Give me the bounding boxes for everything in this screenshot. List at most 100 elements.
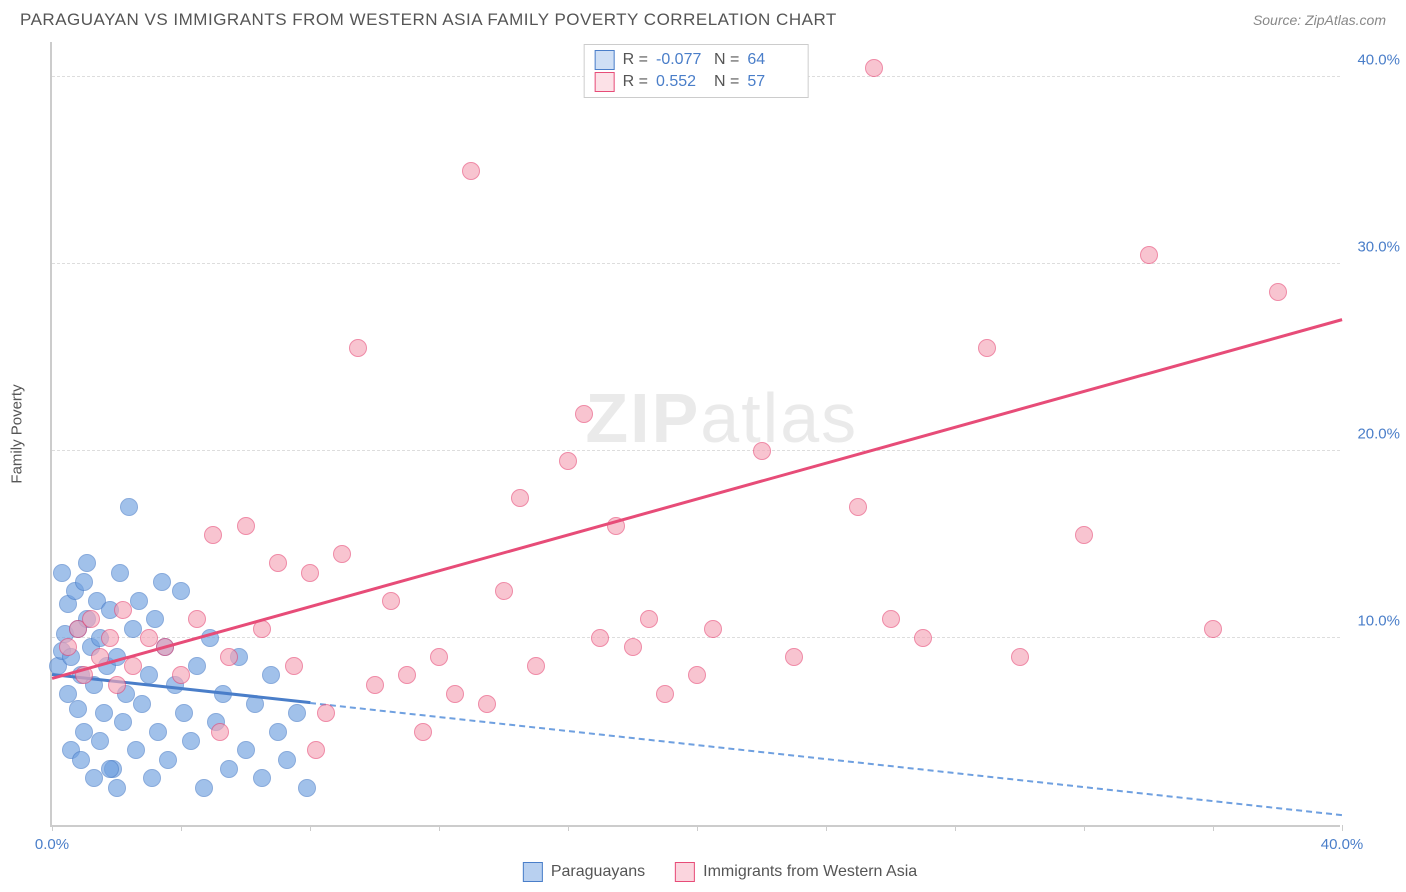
- r-value: -0.077: [656, 51, 706, 69]
- data-point: [101, 629, 119, 647]
- source-attribution: Source: ZipAtlas.com: [1253, 12, 1386, 28]
- data-point: [1011, 648, 1029, 666]
- data-point: [146, 610, 164, 628]
- data-point: [656, 685, 674, 703]
- r-value: 0.552: [656, 73, 706, 91]
- data-point: [301, 564, 319, 582]
- data-point: [575, 405, 593, 423]
- data-point: [1140, 246, 1158, 264]
- chart-title: PARAGUAYAN VS IMMIGRANTS FROM WESTERN AS…: [20, 10, 837, 30]
- data-point: [704, 620, 722, 638]
- data-point: [124, 620, 142, 638]
- data-point: [285, 657, 303, 675]
- legend-item: Paraguayans: [523, 862, 645, 882]
- series-legend: Paraguayans Immigrants from Western Asia: [523, 862, 917, 882]
- n-value: 64: [747, 51, 797, 69]
- data-point: [640, 610, 658, 628]
- x-tick-label: 0.0%: [35, 836, 69, 853]
- data-point: [114, 601, 132, 619]
- data-point: [382, 592, 400, 610]
- data-point: [130, 592, 148, 610]
- grid-line: [52, 450, 1340, 451]
- n-label: N =: [714, 51, 739, 69]
- data-point: [366, 676, 384, 694]
- data-point: [59, 638, 77, 656]
- legend-swatch: [523, 862, 543, 882]
- data-point: [149, 723, 167, 741]
- data-point: [559, 452, 577, 470]
- data-point: [237, 741, 255, 759]
- data-point: [175, 704, 193, 722]
- data-point: [278, 751, 296, 769]
- data-point: [120, 498, 138, 516]
- data-point: [298, 779, 316, 797]
- x-tick: [310, 825, 311, 831]
- data-point: [288, 704, 306, 722]
- data-point: [317, 704, 335, 722]
- x-tick: [181, 825, 182, 831]
- legend-item: Immigrants from Western Asia: [675, 862, 917, 882]
- data-point: [591, 629, 609, 647]
- x-tick: [955, 825, 956, 831]
- data-point: [153, 573, 171, 591]
- x-tick: [1084, 825, 1085, 831]
- x-tick: [1213, 825, 1214, 831]
- data-point: [446, 685, 464, 703]
- data-point: [53, 564, 71, 582]
- data-point: [85, 769, 103, 787]
- y-tick-label: 30.0%: [1357, 239, 1400, 256]
- legend-swatch: [595, 72, 615, 92]
- data-point: [72, 751, 90, 769]
- trend-line: [52, 318, 1343, 679]
- legend-swatch: [595, 50, 615, 70]
- data-point: [495, 582, 513, 600]
- data-point: [140, 666, 158, 684]
- data-point: [78, 554, 96, 572]
- data-point: [204, 526, 222, 544]
- data-point: [262, 666, 280, 684]
- grid-line: [52, 637, 1340, 638]
- data-point: [865, 59, 883, 77]
- y-axis-label: Family Poverty: [9, 384, 26, 483]
- data-point: [398, 666, 416, 684]
- data-point: [188, 657, 206, 675]
- data-point: [172, 582, 190, 600]
- data-point: [182, 732, 200, 750]
- data-point: [511, 489, 529, 507]
- data-point: [101, 760, 119, 778]
- data-point: [430, 648, 448, 666]
- stats-legend: R =-0.077N =64R =0.552N =57: [584, 44, 809, 98]
- y-tick-label: 20.0%: [1357, 426, 1400, 443]
- data-point: [237, 517, 255, 535]
- x-tick: [826, 825, 827, 831]
- data-point: [1075, 526, 1093, 544]
- data-point: [333, 545, 351, 563]
- data-point: [140, 629, 158, 647]
- data-point: [914, 629, 932, 647]
- data-point: [188, 610, 206, 628]
- data-point: [143, 769, 161, 787]
- data-point: [124, 657, 142, 675]
- stat-legend-row: R =-0.077N =64: [595, 49, 798, 71]
- x-tick: [439, 825, 440, 831]
- data-point: [882, 610, 900, 628]
- legend-label: Immigrants from Western Asia: [703, 863, 917, 881]
- x-tick-label: 40.0%: [1321, 836, 1364, 853]
- data-point: [91, 732, 109, 750]
- trend-line-extension: [310, 702, 1342, 816]
- data-point: [111, 564, 129, 582]
- data-point: [211, 723, 229, 741]
- data-point: [159, 751, 177, 769]
- data-point: [478, 695, 496, 713]
- data-point: [253, 769, 271, 787]
- data-point: [108, 779, 126, 797]
- data-point: [1269, 283, 1287, 301]
- data-point: [127, 741, 145, 759]
- data-point: [114, 713, 132, 731]
- data-point: [462, 162, 480, 180]
- data-point: [688, 666, 706, 684]
- data-point: [172, 666, 190, 684]
- plot-area: Family Poverty ZIPatlas R =-0.077N =64R …: [50, 42, 1340, 827]
- data-point: [220, 648, 238, 666]
- y-tick-label: 40.0%: [1357, 52, 1400, 69]
